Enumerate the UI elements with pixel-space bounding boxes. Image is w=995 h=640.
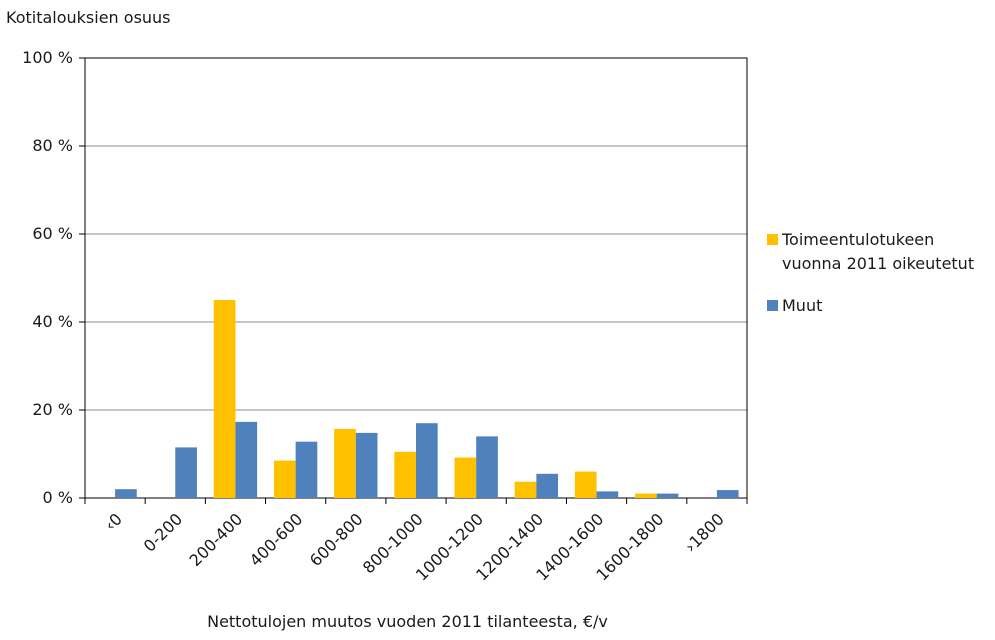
x-tick-label: 600-800 (306, 509, 367, 570)
y-tick-label: 20 % (32, 400, 73, 419)
legend-swatch-series-2 (767, 300, 778, 311)
legend-item-series-2: Muut (767, 294, 995, 318)
bar-toimeentulotuki-8 (574, 471, 597, 498)
bar-toimeentulotuki-6 (454, 457, 477, 498)
bar-toimeentulotuki-2 (213, 300, 236, 498)
bar-toimeentulotuki-4 (334, 428, 356, 498)
x-tick-label: ›1800 (681, 509, 728, 556)
bar-muut-0 (115, 489, 137, 498)
bar-muut-8 (596, 491, 619, 498)
bar-muut-10 (716, 490, 739, 498)
x-tick-label: ‹0 (101, 509, 126, 534)
y-tick-label: 40 % (32, 312, 73, 331)
bar-muut-5 (416, 423, 438, 498)
legend-swatch-series-1 (767, 234, 778, 245)
bar-muut-3 (295, 441, 318, 498)
bar-toimeentulotuki-3 (273, 460, 296, 498)
bar-toimeentulotuki-5 (394, 451, 416, 498)
legend-item-series-1: Toimeentulotukeen vuonna 2011 oikeutetut (767, 228, 995, 276)
y-tick-label: 100 % (22, 48, 73, 67)
x-axis-title: Nettotulojen muutos vuoden 2011 tilantee… (207, 612, 608, 631)
x-tick-label: 400-600 (246, 509, 307, 570)
y-tick-label: 80 % (32, 136, 73, 155)
x-tick-label: 0-200 (140, 509, 186, 555)
bar-muut-2 (235, 421, 258, 498)
bar-muut-7 (536, 473, 559, 498)
bar-toimeentulotuki-7 (514, 481, 537, 498)
y-tick-label: 60 % (32, 224, 73, 243)
bar-muut-9 (656, 493, 679, 498)
bar-muut-4 (355, 432, 378, 498)
legend-label-series-2: Muut (782, 296, 823, 315)
bar-muut-1 (175, 447, 197, 498)
y-axis-title: Kotitalouksien osuus (6, 8, 171, 27)
y-tick-label: 0 % (43, 488, 73, 507)
bar-toimeentulotuki-9 (635, 493, 657, 498)
x-tick-label: 200-400 (186, 509, 247, 570)
legend: Toimeentulotukeen vuonna 2011 oikeutetut… (767, 228, 995, 318)
bar-muut-6 (476, 436, 498, 498)
legend-label-series-1: Toimeentulotukeen vuonna 2011 oikeutetut (782, 230, 975, 273)
